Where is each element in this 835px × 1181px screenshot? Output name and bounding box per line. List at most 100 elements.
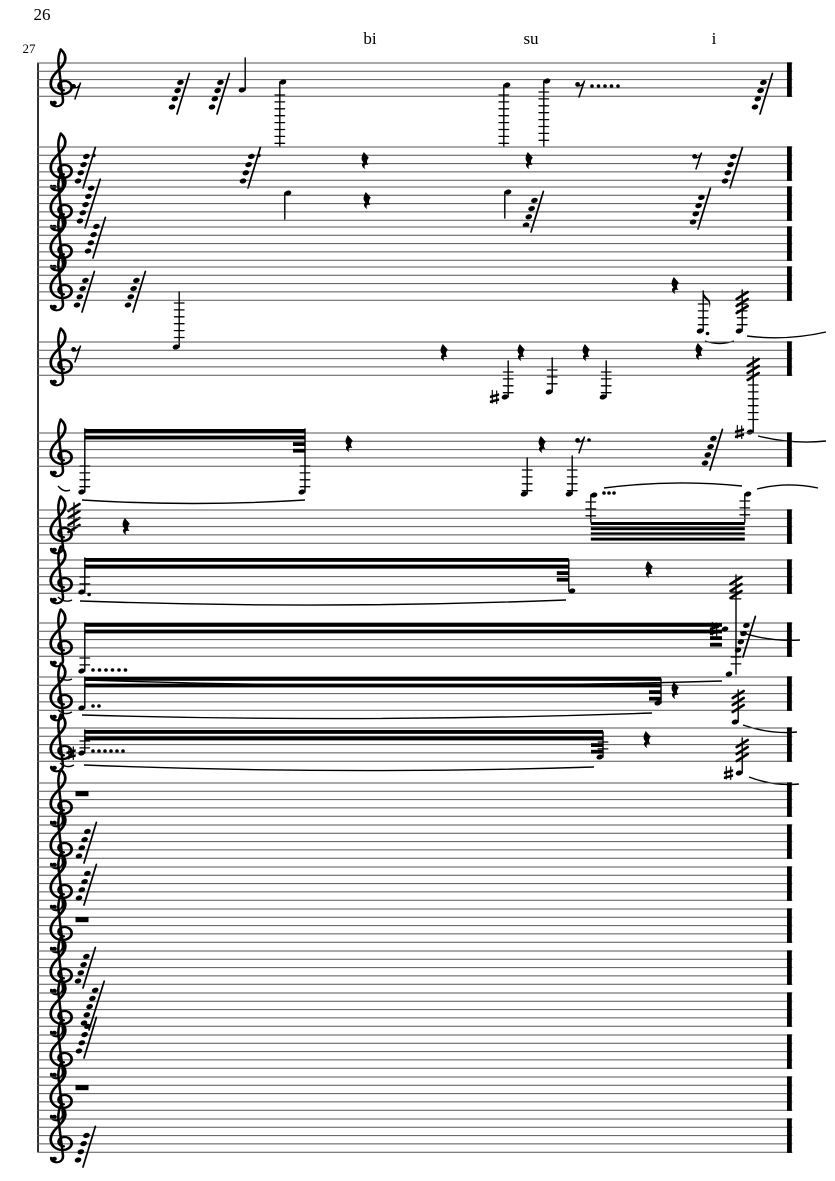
final-barline	[787, 266, 792, 301]
note	[538, 78, 551, 147]
slur	[59, 762, 75, 768]
final-barline	[787, 146, 792, 181]
note-cluster	[239, 146, 262, 189]
note-cluster	[75, 1016, 98, 1059]
note	[78, 428, 91, 495]
note	[735, 289, 750, 334]
rhythm-dots	[91, 704, 101, 708]
note-cluster	[208, 72, 231, 115]
quarter-rest	[361, 152, 369, 170]
slur	[57, 485, 71, 492]
quarter-rest	[671, 277, 679, 295]
note-cluster	[522, 190, 545, 233]
quarter-rest	[582, 344, 590, 362]
treble-clef-icon	[49, 810, 73, 870]
final-barline	[787, 1034, 792, 1069]
quarter-rest	[671, 682, 679, 700]
final-barline	[787, 908, 792, 943]
quarter-rest	[643, 731, 651, 749]
slur	[57, 596, 73, 602]
note-cluster	[721, 146, 744, 189]
note	[696, 290, 711, 336]
slur	[746, 331, 827, 339]
note	[172, 291, 185, 350]
treble-clef-icon	[49, 894, 73, 954]
note-cluster	[76, 178, 102, 229]
note	[78, 557, 91, 597]
quarter-rest	[645, 561, 653, 579]
final-barline	[787, 727, 792, 762]
note	[709, 621, 729, 637]
treble-clef-icon	[49, 327, 73, 387]
sharp-icon	[66, 745, 76, 761]
staff-9	[37, 545, 793, 606]
sharp-icon	[709, 621, 720, 637]
rhythm-dots	[602, 491, 616, 495]
note-cluster	[751, 72, 774, 115]
quarter-rest	[538, 436, 546, 454]
note	[238, 57, 246, 93]
note	[66, 729, 91, 761]
final-barline	[787, 676, 792, 711]
note	[298, 428, 311, 495]
note	[599, 360, 612, 400]
note-cluster	[168, 72, 191, 115]
treble-clef-icon	[49, 1062, 73, 1122]
note-cluster	[73, 270, 96, 313]
note	[498, 82, 511, 147]
page-number: 26	[33, 5, 51, 24]
note	[545, 357, 558, 395]
lyric-syllable: bi	[363, 29, 377, 48]
staff-12	[37, 713, 800, 786]
quarter-rest	[122, 518, 130, 536]
slur	[79, 599, 567, 606]
treble-clef-icon	[49, 48, 73, 108]
note-cluster	[74, 1125, 97, 1168]
final-barline	[787, 622, 792, 657]
measure-number: 27	[22, 41, 36, 56]
treble-clef-icon	[49, 212, 73, 272]
treble-clef-icon	[49, 495, 73, 555]
staff-11	[37, 662, 798, 734]
quarter-rest	[440, 344, 448, 362]
note-cluster	[734, 615, 757, 658]
staff-16	[37, 894, 793, 954]
note	[78, 676, 86, 711]
staff-13	[37, 768, 793, 828]
staff-21	[37, 1104, 793, 1168]
note	[520, 457, 533, 497]
whole-rest	[75, 917, 89, 923]
note	[489, 360, 514, 405]
treble-clef-icon	[49, 662, 73, 722]
treble-clef-icon	[49, 1020, 73, 1080]
note-cluster	[74, 146, 97, 189]
treble-clef-icon	[49, 545, 73, 605]
whole-rest	[75, 1085, 89, 1091]
tremolo-beam	[84, 558, 569, 582]
slur	[81, 712, 653, 720]
final-barline	[787, 509, 792, 544]
final-barline	[787, 866, 792, 901]
staff-15	[37, 852, 793, 912]
final-barline	[787, 1076, 792, 1111]
staff-4	[37, 212, 793, 272]
tremolo-beam	[84, 623, 723, 647]
final-barline	[787, 62, 792, 97]
note-cluster	[124, 270, 147, 313]
staff-20	[37, 1062, 793, 1122]
note	[284, 190, 292, 220]
tremolo-stem	[67, 502, 81, 534]
quarter-rest	[517, 344, 525, 362]
quarter-rest	[345, 435, 353, 453]
note-cluster	[74, 946, 97, 989]
quarter-rest	[695, 343, 703, 361]
slur	[756, 484, 819, 490]
staff-7	[37, 418, 819, 541]
final-barline	[787, 226, 792, 261]
treble-clef-icon	[49, 418, 73, 478]
treble-clef-icon	[49, 852, 73, 912]
note	[504, 189, 512, 219]
note	[596, 731, 609, 760]
note-cluster	[84, 216, 107, 259]
staff-18	[37, 978, 793, 1038]
